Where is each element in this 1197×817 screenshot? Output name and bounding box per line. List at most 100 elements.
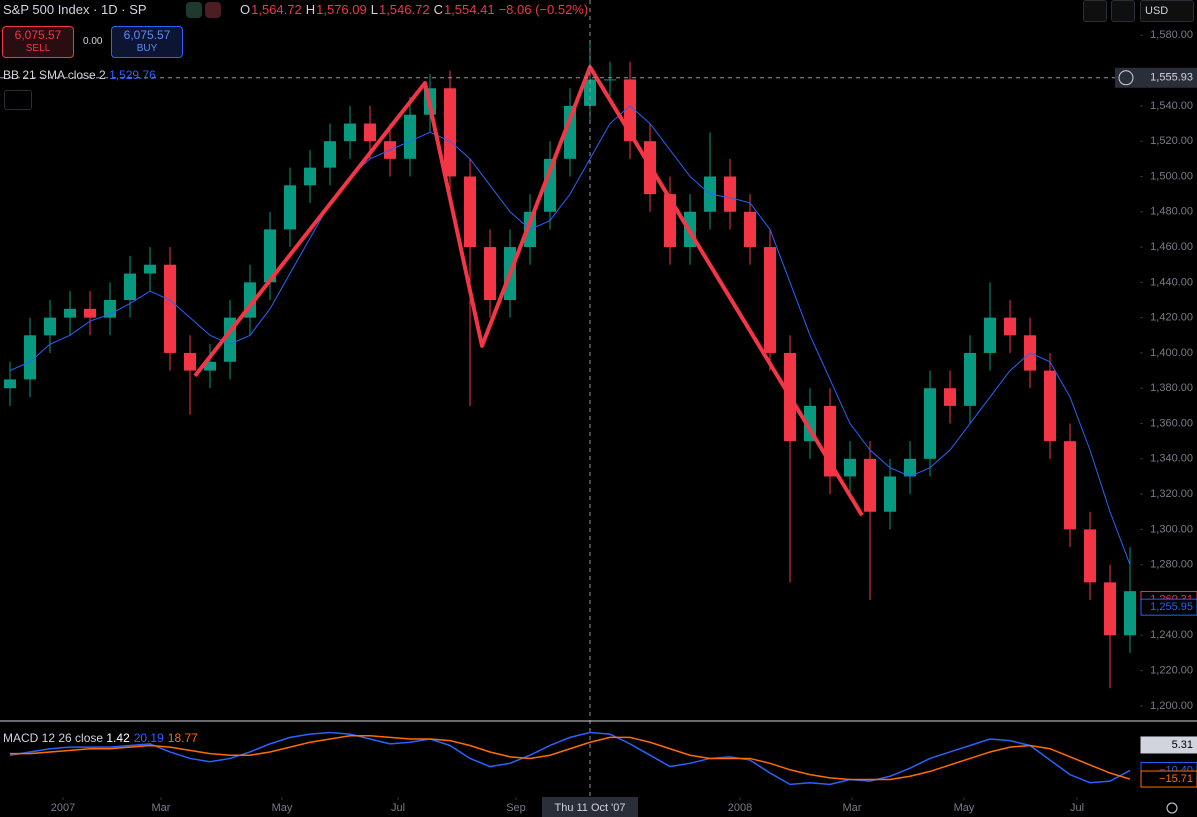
macd-label-box bbox=[1140, 770, 1197, 788]
x-tick-label: Jul bbox=[1070, 802, 1084, 814]
y-tick-label: 1,580.00 bbox=[1150, 29, 1193, 41]
macd-label-box bbox=[1140, 736, 1197, 754]
candle-body bbox=[544, 158, 556, 212]
y-tick-label: 1,460.00 bbox=[1150, 241, 1193, 253]
y-tick-label: 1,540.00 bbox=[1150, 100, 1193, 112]
candle-body bbox=[324, 141, 336, 168]
candle-body bbox=[464, 176, 476, 248]
macd-readout: 1.42 bbox=[106, 731, 130, 745]
ohlc-value: 1,564.72 bbox=[251, 2, 302, 17]
y-tick-label: 1,200.00 bbox=[1150, 700, 1193, 712]
candle-body bbox=[284, 185, 296, 230]
y-tick-label: 1,360.00 bbox=[1150, 417, 1193, 429]
crosshair-x-box bbox=[542, 797, 638, 817]
y-tick-label: 1,440.00 bbox=[1150, 276, 1193, 288]
y-tick-label: 1,240.00 bbox=[1150, 629, 1193, 641]
y-tick-label: 1,520.00 bbox=[1150, 135, 1193, 147]
ohlc-key: C bbox=[433, 2, 443, 17]
x-tick-label: Sep bbox=[506, 802, 526, 814]
y-tick-label: 1,500.00 bbox=[1150, 170, 1193, 182]
buy-price: 6,075.57 bbox=[123, 28, 171, 42]
currency-button[interactable]: USD bbox=[1140, 0, 1194, 22]
candle-body bbox=[344, 123, 356, 142]
candle-body bbox=[264, 229, 276, 283]
status-icon bbox=[205, 2, 221, 18]
candle-body bbox=[1124, 591, 1136, 636]
macd-line bbox=[9, 731, 1131, 786]
macd-name: MACD 12 26 close bbox=[3, 731, 104, 745]
candle-body bbox=[84, 308, 96, 318]
x-tick-label: May bbox=[954, 802, 975, 814]
candle-body bbox=[884, 476, 896, 512]
candle-body bbox=[944, 388, 956, 406]
macd-label: 5.31 bbox=[1172, 739, 1193, 751]
buy-label: BUY bbox=[136, 43, 158, 54]
candle-body bbox=[64, 308, 76, 318]
indicator-name: BB 21 SMA close 2 bbox=[3, 68, 106, 82]
ohlc-value: 1,576.09 bbox=[316, 2, 367, 17]
price-label: 1,255.95 bbox=[1150, 601, 1193, 613]
download-button[interactable] bbox=[1083, 0, 1107, 22]
x-tick-label: May bbox=[272, 802, 293, 814]
candle-body bbox=[904, 458, 916, 477]
y-tick-label: 1,380.00 bbox=[1150, 382, 1193, 394]
x-tick-label: 2008 bbox=[728, 802, 752, 814]
macd-line bbox=[10, 735, 1131, 781]
candle-body bbox=[864, 458, 876, 512]
refresh-button[interactable] bbox=[1111, 0, 1135, 22]
candle-body bbox=[104, 300, 116, 318]
pattern-line bbox=[193, 65, 864, 517]
ohlc-key: O bbox=[240, 2, 251, 17]
crosshair-y-label: 1,555.93 bbox=[1150, 72, 1193, 84]
y-tick-label: 1,340.00 bbox=[1150, 453, 1193, 465]
ohlc-value: 1,554.41 bbox=[443, 2, 495, 17]
macd-readout: 18.77 bbox=[167, 731, 198, 745]
candle-body bbox=[484, 247, 496, 300]
sell-price: 6,075.57 bbox=[14, 28, 62, 42]
candle-body bbox=[24, 335, 36, 380]
candle-body bbox=[4, 379, 16, 389]
candle-body bbox=[404, 114, 416, 159]
candle-body bbox=[144, 264, 156, 274]
y-tick-label: 1,280.00 bbox=[1150, 559, 1193, 571]
price-label-box bbox=[1140, 598, 1197, 616]
candle-body bbox=[724, 176, 736, 212]
candle-body bbox=[44, 317, 56, 336]
candle-body bbox=[1064, 441, 1076, 530]
y-tick-label: 1,400.00 bbox=[1150, 347, 1193, 359]
macd-readout: 20.19 bbox=[133, 731, 164, 745]
symbol[interactable]: S&P 500 Index · 1D · SP bbox=[3, 2, 147, 17]
collapse-button[interactable] bbox=[4, 90, 32, 110]
candle-body bbox=[124, 273, 136, 300]
candle-body bbox=[964, 352, 976, 406]
candle-body bbox=[304, 167, 316, 186]
x-tick-label: Mar bbox=[152, 802, 171, 814]
y-tick-label: 1,480.00 bbox=[1150, 206, 1193, 218]
candle-body bbox=[924, 388, 936, 459]
x-tick-label: 2007 bbox=[51, 802, 75, 814]
add-button bbox=[1118, 70, 1134, 86]
spread: 0.00 bbox=[83, 36, 103, 47]
candle-body bbox=[584, 79, 596, 106]
candle-body bbox=[364, 123, 376, 142]
crosshair-y-box bbox=[1115, 67, 1197, 88]
y-tick-label: 1,320.00 bbox=[1150, 488, 1193, 500]
y-tick-label: 1,300.00 bbox=[1150, 523, 1193, 535]
status-icon bbox=[186, 2, 202, 18]
indicator-value: 1,529.76 bbox=[109, 68, 156, 82]
buy-button[interactable]: 6,075.57 BUY bbox=[111, 26, 183, 58]
sell-button[interactable]: 6,075.57 SELL bbox=[2, 26, 74, 58]
settings-button[interactable] bbox=[1166, 802, 1178, 814]
candle-body bbox=[764, 247, 776, 353]
candle-body bbox=[1004, 317, 1016, 336]
macd-label: −15.71 bbox=[1159, 773, 1193, 785]
change: −8.06 (−0.52%) bbox=[498, 2, 589, 17]
macd-legend: MACD 12 26 close 1.42 20.19 18.77 bbox=[3, 731, 202, 745]
indicator-legend[interactable]: BB 21 SMA close 2 1,529.76 bbox=[3, 68, 156, 82]
candle-body bbox=[204, 361, 216, 371]
ohlc-key: H bbox=[305, 2, 316, 17]
candle-body bbox=[844, 458, 856, 477]
crosshair-x-label: Thu 11 Oct '07 bbox=[555, 802, 626, 814]
